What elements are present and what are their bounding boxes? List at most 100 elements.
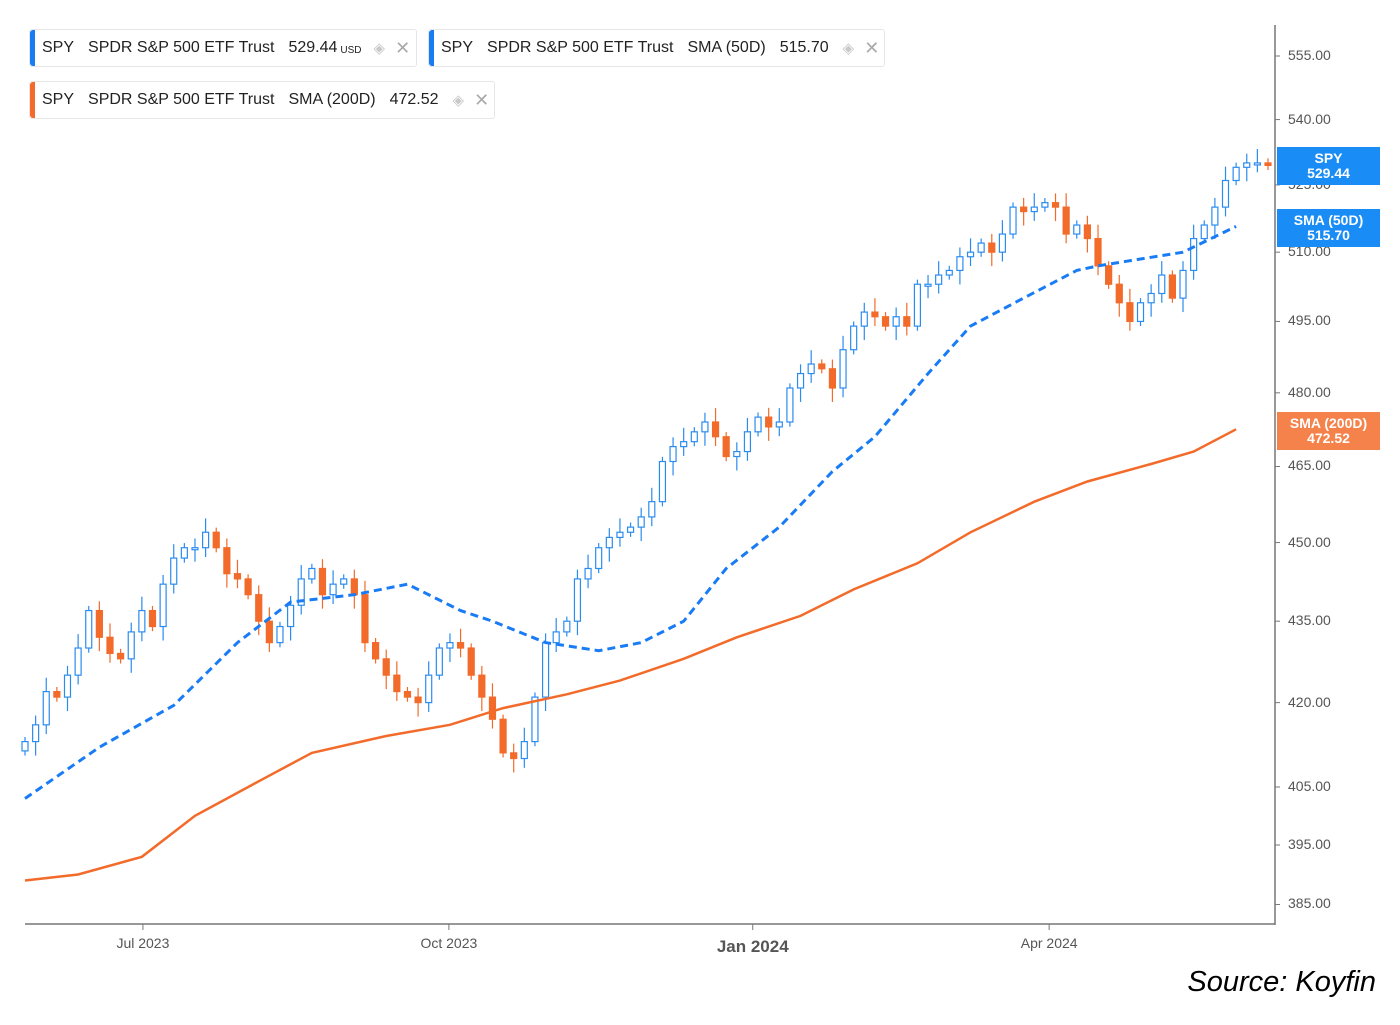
candle [21, 736, 29, 756]
close-icon[interactable]: ✕ [474, 89, 490, 110]
close-icon[interactable]: ✕ [864, 37, 880, 58]
candle-body [106, 636, 114, 655]
candle-body [393, 674, 401, 693]
candle [786, 383, 794, 427]
candle [478, 665, 486, 712]
y-tick-label: 435.00 [1288, 612, 1331, 629]
candle-body [658, 460, 667, 503]
candle-body [435, 647, 443, 676]
candle [244, 574, 252, 600]
candle [1062, 193, 1070, 244]
y-tick-label: 540.00 [1288, 110, 1331, 127]
candle-body [53, 690, 61, 698]
legend-spy-price[interactable]: SPY SPDR S&P 500 ETF Trust 529.44 USD ◈ … [29, 29, 417, 67]
candle [966, 238, 975, 267]
candles [21, 149, 1272, 773]
candle [573, 569, 582, 636]
candle [860, 302, 868, 341]
candle-body [74, 647, 82, 676]
legend-ticker: SPY [441, 39, 474, 56]
layers-add-icon[interactable]: ◈ [452, 92, 465, 109]
candle [159, 574, 167, 641]
candle-body [446, 642, 454, 649]
candle-body [95, 609, 103, 638]
candle-body [796, 372, 805, 389]
layers-add-icon[interactable]: ◈ [842, 40, 855, 57]
close-icon[interactable]: ✕ [395, 37, 411, 58]
candle [913, 279, 922, 331]
candle [680, 427, 688, 456]
candle-body [318, 567, 327, 596]
candle [520, 727, 528, 768]
legend-color-bar [429, 30, 434, 66]
y-tick-label: 395.00 [1288, 835, 1331, 852]
y-tick-label: 510.00 [1288, 243, 1331, 260]
legend-sma-200[interactable]: SPY SPDR S&P 500 ETF Trust SMA (200D) 47… [29, 81, 495, 119]
candle-body [510, 752, 518, 760]
candle-body [1126, 302, 1134, 323]
candle-body [786, 387, 794, 423]
candle [53, 686, 61, 702]
candle-body [1253, 162, 1261, 166]
candle-body [1041, 202, 1049, 208]
candle [1264, 158, 1272, 171]
candle [446, 633, 454, 662]
candle-body [1168, 274, 1176, 299]
badge-value: 515.70 [1307, 227, 1350, 243]
candle-body [297, 578, 305, 606]
candle [701, 412, 709, 446]
candle-body [1051, 202, 1060, 208]
candle-body [403, 690, 412, 698]
candle-body [722, 436, 730, 458]
candle [32, 715, 40, 756]
candle-body [255, 594, 263, 622]
candle-body [626, 526, 635, 533]
candle-body [637, 516, 645, 528]
candle [1168, 270, 1176, 303]
candle [138, 596, 146, 642]
badge-sma-200: SMA (200D) 472.52 [1277, 412, 1380, 450]
legend-value: 472.52 [389, 91, 439, 108]
legend-ticker: SPY [42, 91, 75, 108]
candle-body [117, 652, 125, 660]
candle-body [775, 421, 783, 428]
candle [180, 543, 188, 563]
candle [998, 220, 1007, 262]
candle [924, 274, 932, 299]
candle-body [552, 631, 560, 644]
candle [1136, 298, 1145, 327]
candle-body [138, 609, 146, 633]
candle-body [828, 368, 837, 389]
candle [935, 261, 943, 294]
candle-body [127, 631, 135, 660]
candle-body [276, 625, 284, 644]
candle [1094, 224, 1102, 276]
candle [85, 605, 93, 653]
y-tick-label: 405.00 [1288, 777, 1331, 794]
candle [988, 233, 996, 267]
sma-200-line [24, 428, 1237, 882]
candle-body [892, 316, 900, 327]
candle [1147, 284, 1155, 317]
candle-body [595, 547, 603, 570]
candle-body [63, 674, 72, 698]
candle [393, 661, 401, 701]
candle-body [478, 674, 486, 698]
candle [945, 265, 953, 280]
candle-body [308, 567, 316, 580]
candle [63, 665, 72, 712]
candle [117, 648, 125, 664]
candle [148, 605, 157, 632]
legend-sma-50[interactable]: SPY SPDR S&P 500 ETF Trust SMA (50D) 515… [428, 29, 885, 67]
layers-add-icon[interactable]: ◈ [373, 40, 386, 57]
candle-body [425, 674, 433, 704]
candle [456, 628, 465, 658]
candle [297, 565, 305, 615]
candle-body [1264, 162, 1272, 166]
candle [1179, 261, 1187, 313]
candle-body [170, 557, 178, 585]
candle [1083, 215, 1091, 253]
candle [722, 432, 730, 462]
legend-name: SPDR S&P 500 ETF Trust [88, 39, 275, 56]
candle [488, 683, 497, 729]
